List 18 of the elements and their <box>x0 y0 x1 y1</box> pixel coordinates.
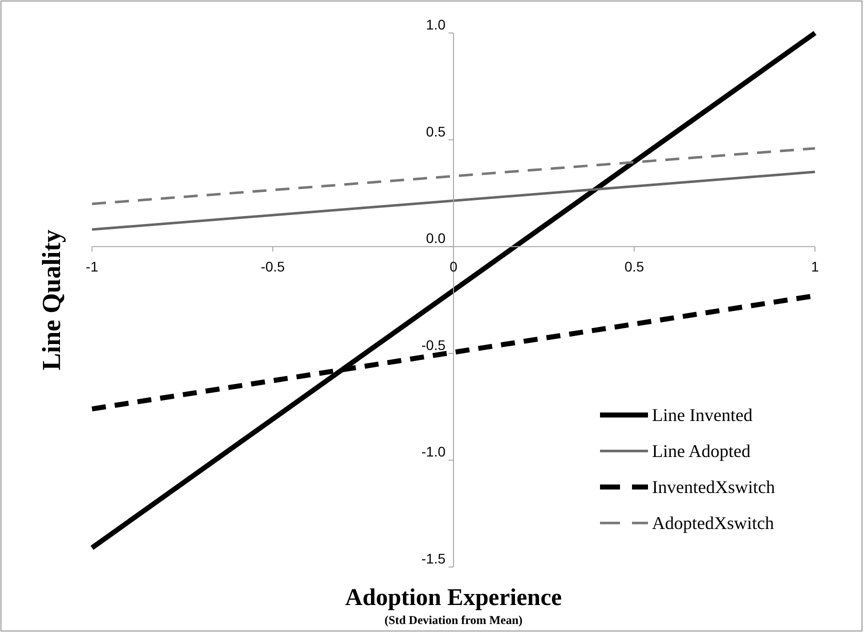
y-tick-label: 1.0 <box>426 16 446 32</box>
y-tick-label: -0.5 <box>421 336 446 353</box>
x-tick-label: 0 <box>450 258 458 274</box>
legend-label: Line Invented <box>652 405 752 425</box>
x-tick-label: -1 <box>86 258 98 274</box>
y-tick-label: -1.0 <box>421 444 446 460</box>
x-tick-label: -0.5 <box>260 258 286 274</box>
x-axis-title: Adoption Experience <box>345 585 562 611</box>
y-axis-title: Line Quality <box>37 230 66 370</box>
legend-label: AdoptedXswitch <box>652 513 774 533</box>
x-tick-label: 0.5 <box>624 258 644 274</box>
y-tick-label: 0.0 <box>426 230 446 246</box>
y-tick-label: 0.5 <box>426 123 446 140</box>
text: (Std Deviation from Mean) <box>384 613 523 627</box>
y-tick-label: -1.5 <box>421 550 446 566</box>
legend-label: InventedXswitch <box>652 477 775 497</box>
legend-label: Line Adopted <box>652 441 750 461</box>
x-tick-label: 1 <box>811 258 820 274</box>
